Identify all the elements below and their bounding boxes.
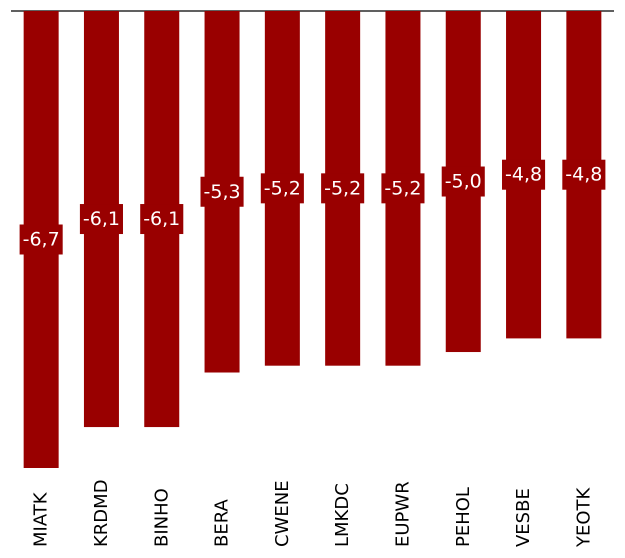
category-label-vesbe: VESBE <box>513 488 534 547</box>
value-label-box <box>502 159 546 190</box>
value-label-eupwr: -5,2 <box>381 173 425 204</box>
value-label-box <box>140 204 184 235</box>
category-label-miatk: MIATK <box>31 491 52 547</box>
value-label-box <box>19 224 63 255</box>
value-label-lmkdc: -5,2 <box>321 173 365 204</box>
category-label-lmkdc: LMKDC <box>332 483 353 547</box>
category-label-krdmd: KRDMD <box>91 479 112 547</box>
value-label-krdmd: -6,1 <box>79 204 123 235</box>
value-label-box <box>441 166 485 197</box>
category-label-pehol: PEHOL <box>453 487 474 547</box>
value-label-pehol: -5,0 <box>441 166 485 197</box>
value-label-box <box>79 204 123 235</box>
value-label-text: -5,2 <box>324 177 361 199</box>
category-label-eupwr: EUPWR <box>392 481 413 547</box>
value-label-miatk: -6,7 <box>19 224 63 255</box>
value-label-box <box>321 173 365 204</box>
category-label-yeotk: YEOTK <box>573 486 594 548</box>
value-label-box <box>200 176 244 207</box>
value-label-text: -5,3 <box>204 181 241 203</box>
value-label-text: -6,1 <box>143 208 180 230</box>
category-label-binho: BINHO <box>151 488 172 547</box>
value-labels: -6,7 -6,1 -6,1 -5,3 -5,2 -5,2 -5,2 -5,0 -4,8 -4,8 <box>19 159 606 255</box>
value-label-cwene: -5,2 <box>260 173 304 204</box>
value-label-text: -5,2 <box>264 177 301 199</box>
value-label-vesbe: -4,8 <box>502 159 546 190</box>
value-label-bera: -5,3 <box>200 176 244 207</box>
value-label-text: -5,0 <box>445 171 482 193</box>
value-label-text: -4,8 <box>505 164 542 186</box>
value-label-box <box>260 173 304 204</box>
value-label-text: -6,7 <box>23 229 60 251</box>
bars <box>23 11 602 468</box>
value-label-box <box>562 159 606 190</box>
value-label-text: -4,8 <box>565 164 602 186</box>
value-label-text: -6,1 <box>83 208 120 230</box>
category-labels: MIATK KRDMD BINHO BERA CWENE LMKDC EUPWR PEHOL V… <box>31 479 595 548</box>
category-label-cwene: CWENE <box>272 480 293 547</box>
value-label-text: -5,2 <box>384 177 421 199</box>
value-label-yeotk: -4,8 <box>562 159 606 190</box>
value-label-binho: -6,1 <box>140 204 184 235</box>
category-label-bera: BERA <box>212 499 233 547</box>
value-label-box <box>381 173 425 204</box>
